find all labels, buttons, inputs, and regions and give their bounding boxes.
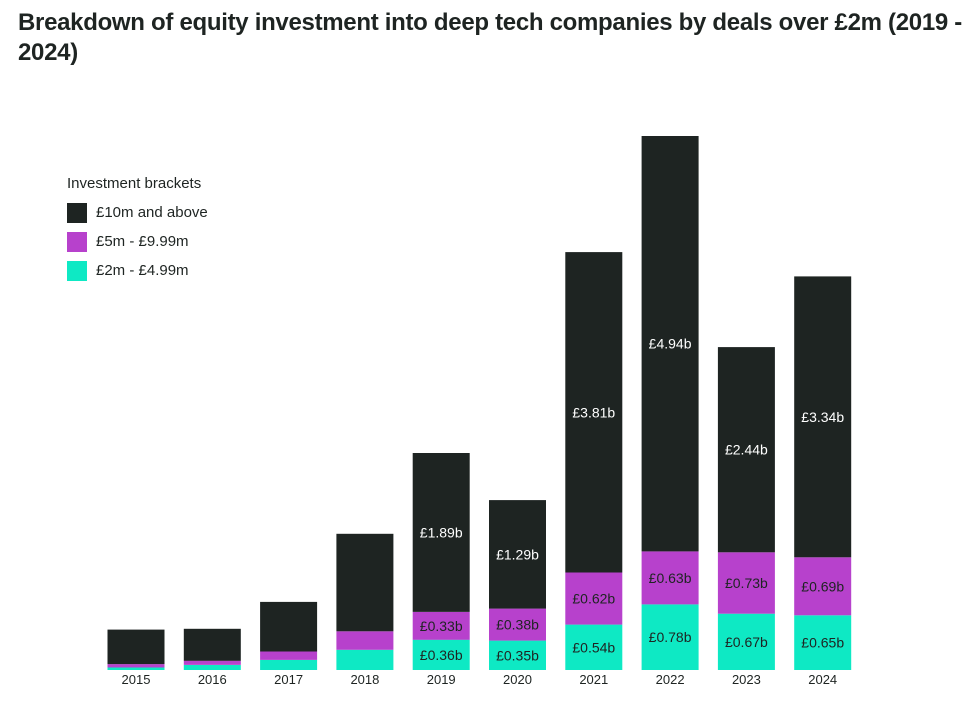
- bar-segment-2023-series-1: [717, 552, 775, 614]
- x-tick-label-2018: 2018: [350, 672, 379, 687]
- bar-segment-2023-series-2: [717, 347, 775, 553]
- chart-title: Breakdown of equity investment into deep…: [18, 9, 962, 66]
- bar-segment-2019-series-0: [412, 639, 470, 670]
- data-label-2020-series-2: £1.29b: [496, 546, 539, 562]
- bar-segment-2023-series-0: [717, 613, 775, 670]
- data-label-2022-series-2: £4.94b: [649, 336, 692, 352]
- legend-item-2m-to-4-99m: £2m - £4.99m: [67, 256, 208, 285]
- legend-label-2m-to-4-99m: £2m - £4.99m: [96, 262, 189, 279]
- bar-segment-2017-series-0: [260, 659, 318, 670]
- bar-segment-2018-series-2: [336, 533, 394, 632]
- data-label-2021-series-1: £0.62b: [572, 591, 615, 607]
- bar-segment-2020-series-0: [489, 640, 546, 670]
- bar-segment-2019-series-2: [412, 453, 470, 612]
- data-label-2024-series-1: £0.69b: [801, 578, 844, 594]
- legend-label-10m-and-above: £10m and above: [96, 204, 208, 221]
- bar-segment-2015-series-2: [107, 629, 165, 665]
- data-label-2023-series-0: £0.67b: [725, 634, 768, 650]
- bar-segment-2015-series-0: [107, 667, 165, 670]
- legend-label-5m-to-9-99m: £5m - £9.99m: [96, 233, 189, 250]
- x-tick-label-2020: 2020: [503, 672, 532, 687]
- data-label-2024-series-2: £3.34b: [801, 409, 844, 425]
- x-tick-label-2024: 2024: [808, 672, 837, 687]
- bar-segment-2022-series-1: [641, 551, 699, 605]
- bar-segment-2021-series-1: [565, 572, 623, 625]
- x-tick-label-2021: 2021: [579, 672, 608, 687]
- legend-swatch-10m-and-above: [67, 202, 87, 223]
- bar-segment-2024-series-1: [794, 557, 852, 616]
- data-label-2022-series-0: £0.78b: [649, 629, 692, 645]
- bar-segment-2016-series-2: [183, 628, 241, 661]
- legend-title: Investment brackets: [67, 175, 202, 192]
- data-label-2020-series-1: £0.38b: [496, 617, 539, 633]
- bar-segment-2024-series-0: [794, 615, 852, 670]
- data-label-2019-series-2: £1.89b: [420, 525, 463, 541]
- x-tick-label-2019: 2019: [427, 672, 456, 687]
- bar-segment-2019-series-1: [412, 612, 470, 640]
- bar-segment-2022-series-2: [641, 136, 699, 552]
- bar-segment-2024-series-2: [794, 276, 852, 558]
- bar-segment-2016-series-1: [183, 660, 241, 665]
- data-label-2019-series-1: £0.33b: [420, 618, 463, 634]
- x-tick-label-2023: 2023: [732, 672, 761, 687]
- data-label-2019-series-0: £0.36b: [420, 647, 463, 663]
- bar-segment-2021-series-2: [565, 252, 623, 573]
- x-tick-label-2015: 2015: [122, 672, 151, 687]
- data-label-2024-series-0: £0.65b: [801, 635, 844, 651]
- x-tick-label-2017: 2017: [274, 672, 303, 687]
- data-label-2020-series-0: £0.35b: [496, 647, 539, 663]
- x-tick-label-2022: 2022: [656, 672, 685, 687]
- legend-item-10m-and-above: £10m and above: [67, 198, 208, 227]
- legend-item-5m-to-9-99m: £5m - £9.99m: [67, 227, 208, 256]
- bar-segment-2016-series-0: [183, 665, 241, 670]
- bar-segment-2017-series-1: [260, 651, 318, 660]
- bar-segment-2017-series-2: [260, 601, 318, 652]
- bar-segment-2020-series-1: [489, 608, 546, 641]
- x-tick-label-2016: 2016: [198, 672, 227, 687]
- bar-segment-2020-series-2: [489, 500, 546, 609]
- legend: Investment brackets £10m and above £5m -…: [67, 175, 208, 285]
- data-label-2021-series-2: £3.81b: [572, 404, 615, 420]
- data-label-2022-series-1: £0.63b: [649, 570, 692, 586]
- data-label-2021-series-0: £0.54b: [572, 639, 615, 655]
- data-label-2023-series-2: £2.44b: [725, 442, 768, 458]
- bar-segment-2021-series-0: [565, 624, 623, 670]
- bar-segment-2018-series-0: [336, 649, 394, 670]
- legend-swatch-5m-to-9-99m: [67, 231, 87, 252]
- legend-swatch-2m-to-4-99m: [67, 260, 87, 281]
- bar-segment-2018-series-1: [336, 631, 394, 650]
- bar-segment-2015-series-1: [107, 664, 165, 668]
- bar-segment-2022-series-0: [641, 604, 699, 670]
- data-label-2023-series-1: £0.73b: [725, 575, 768, 591]
